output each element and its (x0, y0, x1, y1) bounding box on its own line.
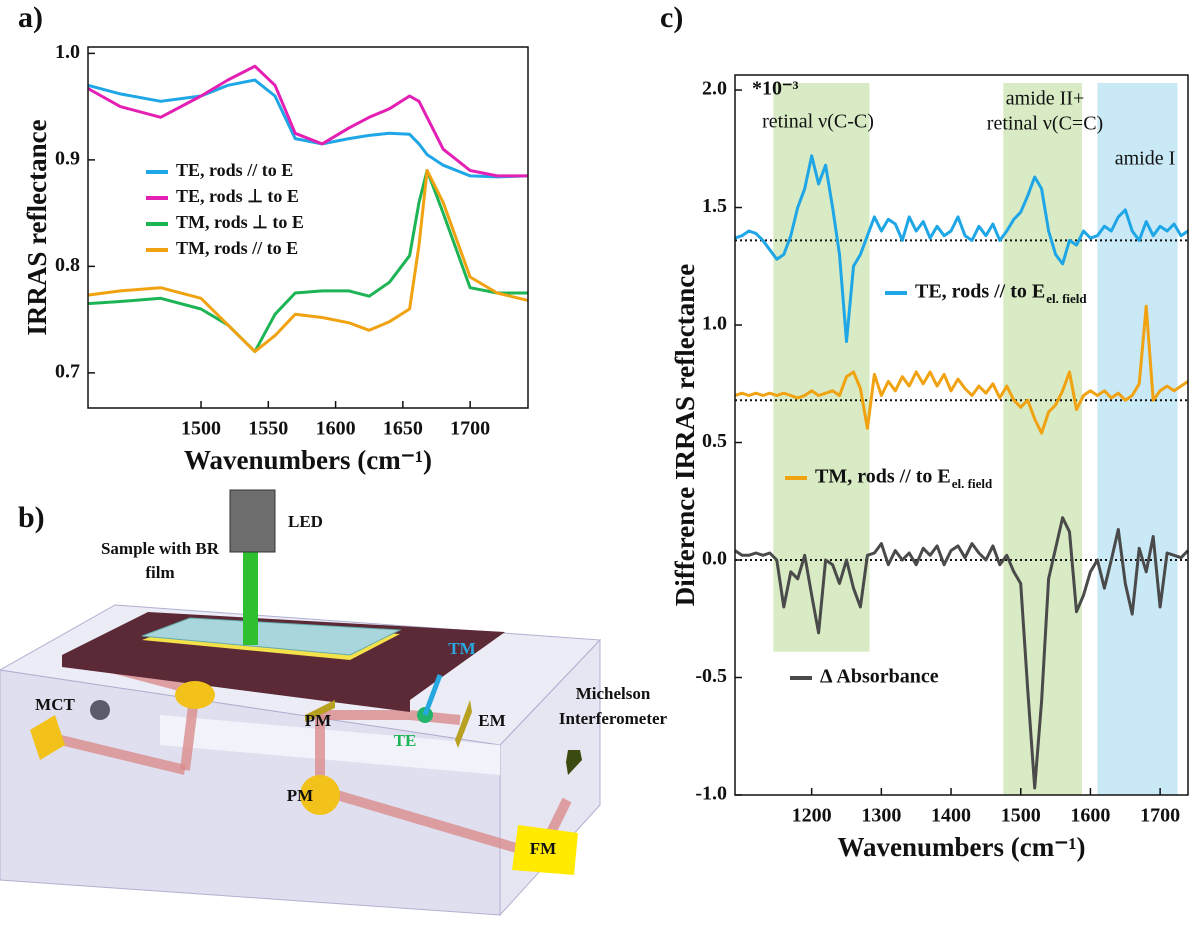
plot-frame (87, 46, 529, 409)
diagram-label: TM (448, 639, 475, 658)
x-tick-label: 1550 (248, 418, 288, 440)
x-tick-label: 1600 (316, 418, 356, 440)
y-tick-label: 0.8 (55, 254, 80, 276)
diagram-label: TE (394, 731, 417, 750)
panel-label: c) (660, 1, 683, 34)
y-axis-title: Difference IRRAS reflectance (670, 264, 700, 606)
x-tick-label: 1650 (383, 418, 423, 440)
x-tick-label: 1700 (1140, 805, 1180, 827)
mirror (175, 681, 215, 709)
diagram-label: PM (287, 786, 313, 805)
legend-label: TE, rods // to E (915, 281, 1045, 303)
y-tick-label: 0.5 (702, 430, 727, 452)
highlight-band (773, 82, 870, 652)
tm-arrow (422, 674, 443, 716)
legend-label: TE, rods // to E (176, 160, 293, 180)
y-tick-label: -0.5 (695, 665, 727, 687)
x-axis-title: Wavenumbers (cm⁻¹) (184, 445, 432, 475)
mirror (512, 825, 578, 875)
sample (141, 617, 402, 656)
diagram-label: LED (288, 512, 323, 531)
source (566, 750, 582, 775)
legend-subscript: el. field (1046, 291, 1087, 306)
shelf (160, 715, 500, 775)
y-tick-label: 0.0 (702, 548, 727, 570)
x-tick-label: 1200 (792, 805, 832, 827)
legend-subscript: el. field (952, 476, 993, 491)
x-tick-label: 1500 (1001, 805, 1041, 827)
series-line (87, 169, 529, 354)
y-tick-label: 1.0 (702, 313, 727, 335)
annotation: amide I (1115, 148, 1176, 170)
y-tick-label: 2.0 (702, 78, 727, 100)
annotation: retinal ν(C-C) (762, 111, 874, 133)
legend-label: TE, rods ⊥ to E (176, 186, 299, 206)
mirror (455, 700, 472, 748)
x-tick-label: 1500 (181, 418, 221, 440)
x-tick-label: 1600 (1070, 805, 1110, 827)
diagram-label: MCT (35, 695, 75, 714)
y-tick-label: 0.9 (55, 147, 80, 169)
annotation: amide II+ (1006, 88, 1084, 110)
legend-label: Δ Absorbance (820, 666, 939, 688)
mirror (30, 715, 65, 760)
detector (90, 700, 110, 720)
x-tick-label: 1700 (450, 418, 490, 440)
led (229, 489, 276, 553)
chart: TE, rods // to E TE, rods ⊥ to E TM, rods … (18, 1, 529, 475)
plot-frame (734, 74, 1189, 796)
diagram-label: FM (530, 839, 556, 858)
diagram-label: Interferometer (559, 709, 668, 728)
panel-label: a) (18, 1, 43, 34)
series-line (87, 169, 528, 354)
diagram-label: Michelson (576, 684, 651, 703)
diagram-label: EM (478, 711, 505, 730)
legend-label: TM, rods // to E (176, 238, 298, 258)
mirror (300, 775, 340, 815)
series-line (734, 516, 1190, 790)
x-tick-label: 1300 (861, 805, 901, 827)
y-tick-label: 0.7 (55, 360, 80, 382)
series-line (734, 154, 1189, 343)
diagram-label: film (145, 563, 174, 582)
legend-label: TM, rods ⊥ to E (176, 212, 304, 232)
legend-label: TM, rods // to E (815, 466, 951, 488)
y-tick-label: 1.0 (55, 41, 80, 63)
series-line (734, 304, 1189, 435)
annotation: retinal ν(C=C) (987, 113, 1103, 135)
series-line (87, 64, 528, 178)
highlight-band (1097, 82, 1178, 795)
x-axis-title: Wavenumbers (cm⁻¹) (837, 832, 1085, 862)
mirror (305, 700, 335, 722)
y-tick-label: -1.0 (695, 783, 727, 805)
y-tick-label: 1.5 (702, 195, 727, 217)
diagram: b) LED Sample with BR film TM TE MCT PM … (0, 489, 668, 917)
panel-label: b) (18, 501, 45, 534)
led-beam (243, 550, 258, 645)
diagram-label: PM (305, 711, 331, 730)
y-axis-title: IRRAS reflectance (22, 119, 52, 335)
annotation: *10⁻³ (752, 78, 799, 100)
diagram-label: Sample with BR (101, 539, 220, 558)
x-tick-label: 1400 (931, 805, 971, 827)
